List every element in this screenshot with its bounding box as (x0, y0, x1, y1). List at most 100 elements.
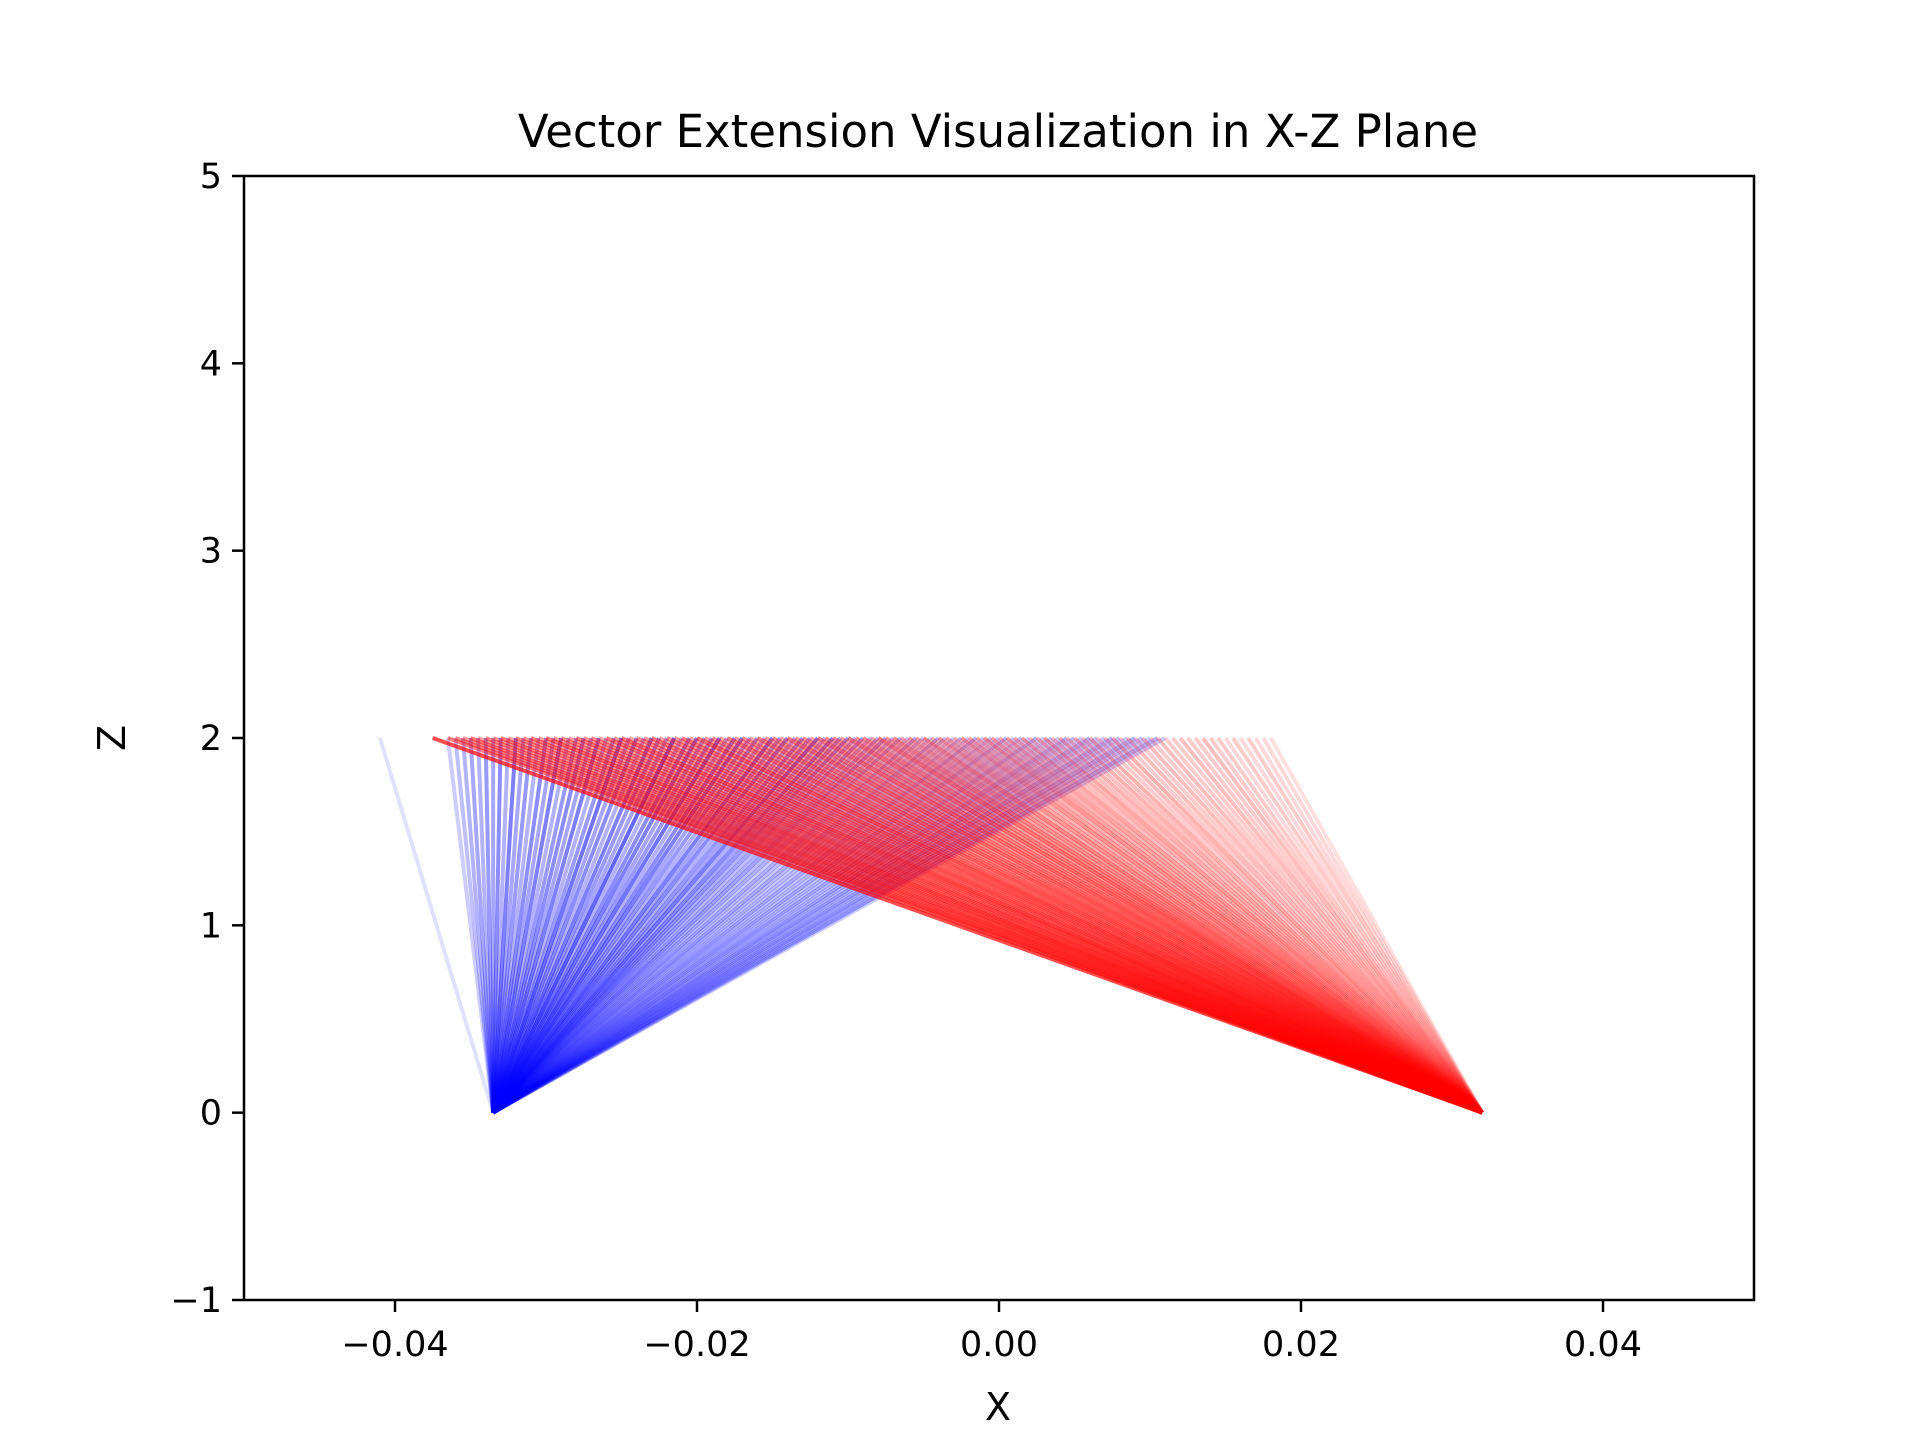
vector-line (491, 736, 933, 1115)
vector-line (476, 737, 496, 1113)
vector-line (1171, 736, 1484, 1114)
vector-line (492, 736, 1084, 1115)
vector-line (1156, 736, 1484, 1114)
vector-line (914, 736, 1484, 1115)
vector-line (491, 736, 978, 1115)
vector-line (491, 737, 541, 1113)
y-tick-label: 3 (200, 532, 222, 572)
vector-line (696, 736, 1484, 1115)
vector-line (1012, 736, 1484, 1115)
y-tick-label: −1 (170, 1281, 222, 1321)
vector-line (491, 737, 503, 1113)
vector-line (1118, 736, 1484, 1115)
vector-line (491, 736, 842, 1115)
vector-line (1110, 736, 1484, 1115)
x-tick-label: 0.02 (1262, 1325, 1340, 1365)
vector-line (967, 736, 1484, 1115)
vector-line (492, 736, 1053, 1115)
vector-line (491, 737, 571, 1114)
vector-line (937, 736, 1484, 1115)
vector-line (1042, 736, 1484, 1115)
x-tick-label: 0.00 (960, 1325, 1038, 1365)
vector-line (483, 737, 496, 1113)
vector-line (377, 737, 496, 1114)
vector-line (492, 736, 1061, 1115)
vector-line (899, 736, 1484, 1115)
vector-line (492, 736, 1031, 1115)
vector-line (491, 736, 797, 1114)
vector-line (1216, 736, 1484, 1114)
vector-line (492, 736, 1151, 1115)
vector-line (892, 736, 1484, 1115)
vector-line (884, 736, 1484, 1115)
vector-line (1050, 736, 1484, 1115)
vector-line (492, 736, 1144, 1115)
vector-line (1065, 736, 1484, 1115)
vector-line (491, 737, 586, 1114)
vector-line (1201, 736, 1484, 1114)
vector-line (491, 736, 1008, 1115)
y-tick-label: 2 (200, 719, 222, 759)
vector-line (491, 737, 526, 1113)
vector-line (1148, 736, 1484, 1114)
vector-line (491, 736, 790, 1114)
vector-line (756, 736, 1484, 1115)
x-axis-label: X (985, 1385, 1011, 1429)
vector-line (1035, 736, 1484, 1115)
vector-line (960, 736, 1484, 1115)
vector-line (1269, 737, 1484, 1114)
vector-line (492, 736, 1114, 1115)
vector-line (491, 736, 760, 1114)
vector-line (1186, 736, 1484, 1114)
vector-line (945, 736, 1484, 1115)
y-tick-label: 1 (200, 906, 222, 946)
vector-line (1073, 736, 1484, 1115)
vector-line (491, 736, 827, 1114)
vector-line (1005, 736, 1484, 1115)
vector-line (1088, 736, 1484, 1115)
vector-line (952, 736, 1484, 1115)
x-axis-ticks: −0.04 −0.02 0.00 0.02 0.04 (341, 1300, 1642, 1365)
x-tick-label: 0.04 (1564, 1325, 1642, 1365)
vector-line (491, 736, 971, 1115)
vector-line (492, 736, 1129, 1115)
vector-line (491, 737, 533, 1113)
y-axis-label: Z (90, 725, 134, 751)
vector-line (491, 736, 888, 1115)
vector-line (1193, 736, 1484, 1114)
vector-line (650, 736, 1484, 1115)
vector-line (491, 736, 903, 1115)
vector-line (492, 736, 1136, 1115)
vector-line (1261, 736, 1484, 1114)
vector-lines (377, 736, 1484, 1115)
vector-line (492, 736, 1167, 1115)
vector-line (453, 737, 496, 1113)
vector-line (492, 736, 1121, 1115)
series-1 (432, 736, 1484, 1115)
vector-line (1238, 736, 1484, 1114)
vector-line (1095, 736, 1484, 1115)
vector-line (468, 737, 496, 1113)
vector-line (491, 737, 624, 1114)
vector-line (816, 736, 1484, 1115)
vector-line (907, 736, 1484, 1115)
chart-title: Vector Extension Visualization in X-Z Pl… (518, 105, 1478, 158)
vector-line (491, 736, 722, 1114)
vector-line (492, 736, 1099, 1115)
vector-line (492, 736, 1106, 1115)
vector-line (620, 736, 1483, 1115)
vector-line (990, 736, 1484, 1115)
vector-line (982, 736, 1484, 1115)
vector-line (1027, 736, 1484, 1115)
vector-line (491, 737, 518, 1113)
vector-line (491, 736, 948, 1115)
vector-line (491, 736, 873, 1115)
vector-line (491, 736, 1001, 1115)
vector-line (491, 736, 963, 1115)
vector-line (491, 737, 548, 1113)
vector-line (491, 736, 835, 1115)
vector-line (846, 736, 1484, 1115)
vector-line (877, 736, 1484, 1115)
vector-line (491, 737, 684, 1114)
